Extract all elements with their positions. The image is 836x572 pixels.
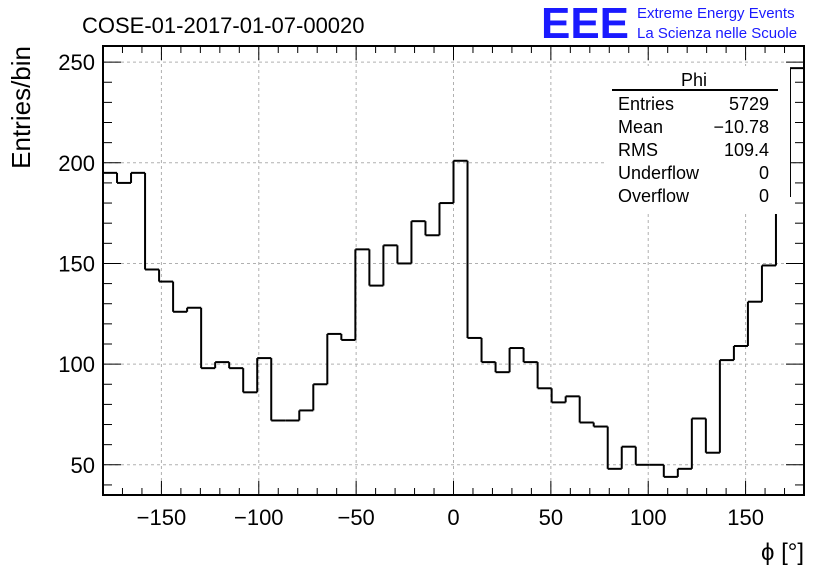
x-tick-label: −50 xyxy=(337,505,374,530)
stats-row-label: Entries xyxy=(618,94,674,114)
stats-row-label: RMS xyxy=(618,140,658,160)
stats-box: Phi Entries 5729 Mean −10.78 RMS 109.4 Underfl… xyxy=(605,66,790,214)
x-tick-label: 50 xyxy=(539,505,563,530)
stats-rows: Entries 5729 Mean −10.78 RMS 109.4 Underflow 0 O… xyxy=(618,94,769,206)
logo-line-1: Extreme Energy Events xyxy=(637,5,795,22)
logo-mark: EEE xyxy=(541,0,629,48)
x-tick-label: 0 xyxy=(447,505,459,530)
x-tick-label: 150 xyxy=(727,505,764,530)
y-tick-label: 100 xyxy=(58,352,95,377)
stats-row-value: 0 xyxy=(759,186,769,206)
stats-row-value: 5729 xyxy=(729,94,769,114)
chart-title: COSE-01-2017-01-07-00020 xyxy=(82,13,365,38)
eee-logo: EEE Extreme Energy Events La Scienza nel… xyxy=(541,0,797,48)
logo-line-2: La Scienza nelle Scuole xyxy=(637,25,797,42)
stats-title: Phi xyxy=(681,70,707,90)
stats-row-label: Underflow xyxy=(618,163,700,183)
histogram-series xyxy=(103,67,804,478)
stats-row-label: Mean xyxy=(618,117,663,137)
axis-ticks: −150 −100 −50 0 50 100 150 50 100 150 200 250 xyxy=(58,46,805,530)
y-tick-label: 200 xyxy=(58,151,95,176)
y-tick-label: 250 xyxy=(58,50,95,75)
y-axis-title: Entries/bin xyxy=(6,46,36,169)
x-tick-label: −100 xyxy=(234,505,284,530)
x-tick-label: −150 xyxy=(137,505,187,530)
x-tick-label: 100 xyxy=(630,505,667,530)
stats-row-label: Overflow xyxy=(618,186,690,206)
stats-row-value: −10.78 xyxy=(713,117,769,137)
x-axis-title: ϕ [°] xyxy=(761,539,804,566)
y-tick-label: 150 xyxy=(58,251,95,276)
stats-row-value: 0 xyxy=(759,163,769,183)
stats-row-value: 109.4 xyxy=(724,140,769,160)
y-tick-label: 50 xyxy=(71,453,95,478)
